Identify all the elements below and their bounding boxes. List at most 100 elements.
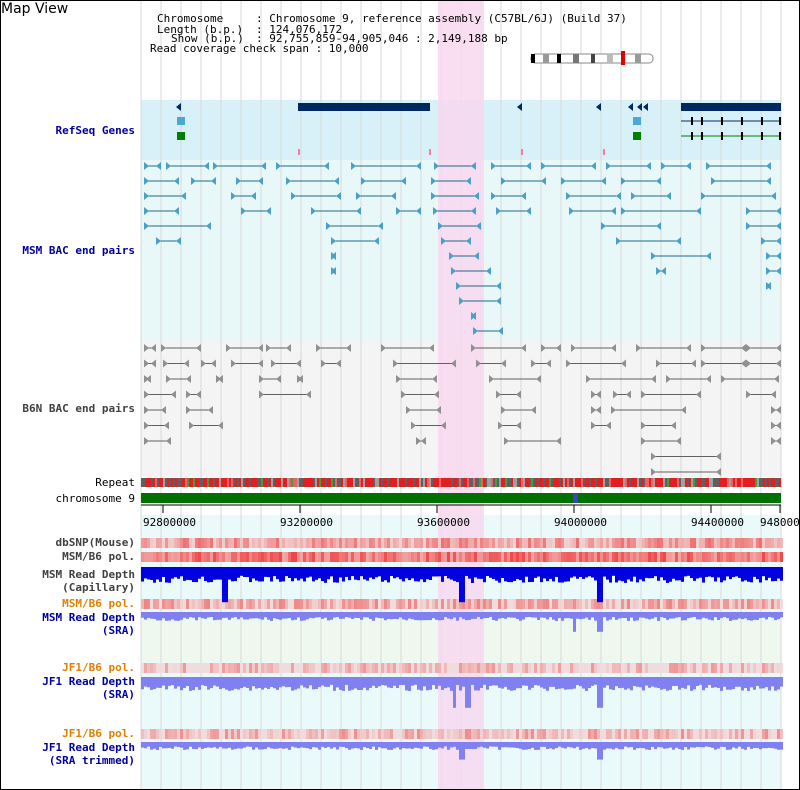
jf1-pol-trim-label[interactable]: JF1/B6 pol. bbox=[62, 727, 135, 740]
repeat-segment bbox=[731, 478, 733, 487]
repeat-segment bbox=[173, 478, 175, 487]
msm-pol-sra-cell bbox=[144, 599, 147, 609]
msm-pol-sra-cell bbox=[615, 599, 618, 609]
msm-pol-cell bbox=[612, 552, 615, 562]
jf1-sra-depth-bar bbox=[306, 677, 309, 689]
msm-sra-depth-bar bbox=[432, 612, 435, 619]
jf1-pol-cell bbox=[639, 663, 642, 673]
msm-pol-sra-cell bbox=[600, 599, 603, 609]
msm-pol-sra-cell bbox=[174, 599, 177, 609]
msm-bac-end bbox=[236, 177, 241, 185]
b6n-bac-end bbox=[586, 375, 591, 383]
msm-cap-depth-bar bbox=[258, 567, 261, 582]
jf1-sra-depth-bar bbox=[357, 677, 360, 690]
dbsnp-cell bbox=[390, 538, 393, 548]
b6n-bac-end bbox=[393, 359, 398, 368]
dbsnp-cell bbox=[423, 538, 426, 548]
msm-pol-cell bbox=[438, 552, 441, 562]
dbsnp-cell bbox=[471, 538, 474, 548]
repeat-segment bbox=[357, 478, 359, 487]
msm-pol-cell bbox=[360, 552, 363, 562]
msm-pol-sra-label[interactable]: MSM/B6 pol. bbox=[62, 597, 135, 610]
msm-pol-sra-cell bbox=[510, 599, 513, 609]
b6n-bac-label[interactable]: B6N BAC end pairs bbox=[22, 402, 135, 415]
msm-pol-sra-cell bbox=[480, 599, 483, 609]
jf1-trim-depth-bar bbox=[525, 742, 528, 750]
jf1-sra-depth-bar bbox=[729, 677, 732, 690]
msm-pol-sra-cell bbox=[474, 599, 477, 609]
dbsnp-cell bbox=[702, 538, 705, 548]
msm-pol-label[interactable]: MSM/B6 pol. bbox=[62, 550, 135, 563]
msm-pol-cell bbox=[591, 552, 594, 562]
msm-depth-sra-sub: (SRA) bbox=[101, 624, 135, 637]
jf1-trim-depth-bar bbox=[363, 742, 366, 748]
msm-sra-depth-bar bbox=[417, 612, 420, 621]
jf1-pol-cell bbox=[168, 663, 171, 673]
msm-cap-depth-bar bbox=[603, 567, 606, 577]
msm-bac-end bbox=[474, 192, 479, 200]
jf1-pol-trim-cell bbox=[216, 729, 219, 739]
msm-sra-depth-bar bbox=[765, 612, 768, 620]
msm-pol-sra-cell bbox=[564, 599, 567, 609]
msm-sra-depth-bar bbox=[399, 612, 402, 618]
msm-cap-depth-bar bbox=[243, 567, 246, 577]
b6n-bac-end bbox=[266, 344, 271, 352]
b6n-bac-end bbox=[541, 344, 546, 352]
jf1-pol-cell bbox=[384, 663, 387, 673]
jf1-trim-depth-bar bbox=[450, 742, 453, 748]
msm-sra-depth-bar bbox=[573, 612, 576, 632]
msm-depth-sra-label[interactable]: MSM Read Depth bbox=[42, 611, 135, 624]
b6n-bac-end bbox=[556, 437, 561, 445]
b6n-bac-end bbox=[144, 344, 149, 352]
jf1-pol-trim-cell bbox=[246, 729, 249, 739]
jf1-pol-trim-cell bbox=[516, 729, 519, 739]
jf1-pol-trim-cell bbox=[477, 729, 480, 739]
repeat-segment bbox=[205, 478, 207, 487]
dbsnp-cell bbox=[399, 538, 402, 548]
msm-pol-sra-cell bbox=[348, 599, 351, 609]
jf1-trim-depth-bar bbox=[258, 742, 261, 750]
dbsnp-label[interactable]: dbSNP(Mouse) bbox=[55, 536, 135, 549]
msm-pol-sra-cell bbox=[732, 599, 735, 609]
msm-pol-sra-cell bbox=[183, 599, 186, 609]
msm-pol-sra-cell bbox=[747, 599, 750, 609]
jf1-pol-label[interactable]: JF1/B6 pol. bbox=[62, 661, 135, 674]
repeat-segment bbox=[649, 478, 651, 487]
jf1-depth-sra-label[interactable]: JF1 Read Depth bbox=[42, 675, 135, 688]
jf1-pol-trim-cell bbox=[645, 729, 648, 739]
jf1-pol-cell bbox=[288, 663, 291, 673]
jf1-depth-trim-label[interactable]: JF1 Read Depth bbox=[42, 741, 135, 754]
b6n-bac-end bbox=[189, 421, 194, 430]
jf1-trim-depth-bar bbox=[705, 742, 708, 747]
dbsnp-cell bbox=[219, 538, 222, 548]
repeat-segment bbox=[657, 478, 659, 487]
b6n-bac-end bbox=[201, 359, 206, 368]
jf1-pol-trim-cell bbox=[528, 729, 531, 739]
msm-depth-cap-label[interactable]: MSM Read Depth bbox=[42, 568, 135, 581]
msm-cap-depth-bar bbox=[156, 567, 159, 580]
repeat-segment bbox=[551, 478, 553, 487]
msm-sra-depth-bar bbox=[489, 612, 492, 617]
msm-pol-sra-cell bbox=[501, 599, 504, 609]
repeat-segment bbox=[737, 478, 739, 487]
jf1-sra-depth-bar bbox=[750, 677, 753, 688]
refseq-genes-label[interactable]: RefSeq Genes bbox=[55, 124, 135, 137]
jf1-trim-depth-bar bbox=[462, 742, 465, 760]
jf1-trim-depth-bar bbox=[588, 742, 591, 750]
msm-pol-cell bbox=[621, 552, 624, 562]
msm-sra-depth-bar bbox=[525, 612, 528, 618]
msm-pol-sra-cell bbox=[306, 599, 309, 609]
dbsnp-cell bbox=[195, 538, 198, 548]
msm-pol-cell bbox=[588, 552, 591, 562]
msm-bac-end bbox=[144, 162, 149, 170]
msm-bac-end bbox=[701, 192, 706, 200]
jf1-pol-trim-cell bbox=[267, 729, 270, 739]
jf1-trim-depth-bar bbox=[606, 742, 609, 749]
msm-bac-label[interactable]: MSM BAC end pairs bbox=[22, 244, 135, 257]
jf1-pol-cell bbox=[558, 663, 561, 673]
msm-cap-depth-bar bbox=[501, 567, 504, 578]
dbsnp-cell bbox=[333, 538, 336, 548]
jf1-sra-depth-bar bbox=[687, 677, 690, 686]
jf1-sra-depth-bar bbox=[147, 677, 150, 688]
